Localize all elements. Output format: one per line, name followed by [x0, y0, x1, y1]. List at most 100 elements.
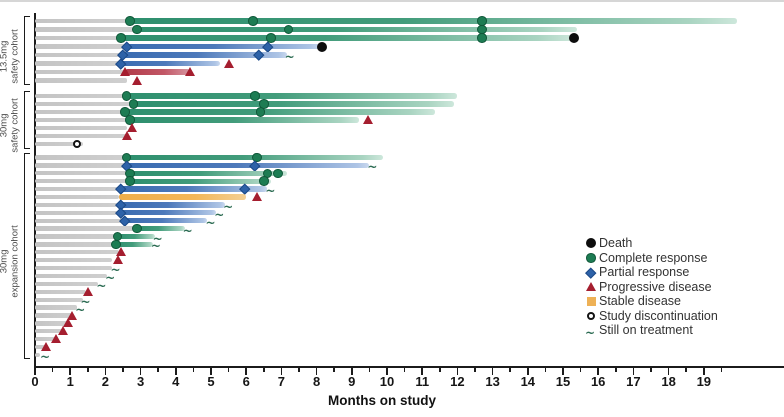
x-tick-major: [562, 368, 564, 375]
complete-response-marker: [266, 33, 276, 43]
legend-item-label: Still on treatment: [599, 323, 693, 338]
progressive-disease-marker: [184, 67, 195, 76]
x-tick-label: 11: [415, 374, 430, 389]
x-tick-minor: [227, 368, 230, 372]
x-tick-major: [527, 368, 529, 375]
cohort-bracket: [24, 153, 30, 359]
progressive-disease-marker: [66, 310, 77, 320]
stable-disease-icon: [583, 296, 599, 306]
treatment-bar-blue: [121, 210, 217, 216]
x-tick-label: 14: [520, 374, 536, 389]
still-on-treatment-marker: [205, 214, 217, 226]
screening-bar: [35, 321, 69, 326]
x-tick-label: 19: [696, 374, 712, 389]
complete-response-marker: [132, 223, 142, 234]
complete-response-icon: [583, 253, 599, 263]
x-tick-major: [139, 368, 142, 375]
x-tick-label: 16: [590, 374, 606, 389]
treatment-bar-green: [124, 109, 435, 115]
still-on-treatment-marker: [367, 158, 379, 170]
screening-bar: [35, 258, 113, 263]
progressive-disease-marker: [132, 75, 143, 85]
screening-bar: [35, 281, 99, 287]
complete-response-marker: [283, 24, 294, 35]
x-tick-minor: [544, 368, 547, 372]
death-icon: [583, 238, 599, 249]
progressive-disease-marker: [126, 123, 137, 132]
screening-bar: [35, 141, 83, 147]
treatment-bar-blue: [124, 218, 208, 224]
complete-response-marker: [116, 33, 126, 43]
screening-bar: [35, 289, 87, 294]
x-tick-minor: [192, 368, 195, 372]
x-tick-major: [456, 368, 459, 375]
screening-bar: [35, 297, 83, 302]
screening-bar: [35, 265, 113, 271]
screening-bar: [35, 69, 125, 75]
partial-response-marker: [253, 49, 264, 61]
screening-bar: [35, 133, 127, 139]
treatment-bar-red: [124, 69, 190, 75]
progressive-disease-marker: [251, 192, 262, 201]
screening-bar: [35, 218, 125, 223]
complete-response-marker: [125, 16, 135, 26]
x-tick-minor: [720, 368, 723, 372]
x-tick-major: [280, 368, 283, 375]
x-tick-major: [210, 368, 212, 375]
x-tick-major: [597, 368, 599, 375]
screening-bar: [35, 18, 131, 24]
complete-response-marker: [125, 176, 135, 186]
complete-response-marker: [111, 239, 121, 250]
legend: Death Complete response Partial response…: [583, 236, 783, 338]
x-tick-label: 8: [312, 374, 321, 389]
x-tick-label: 15: [555, 374, 571, 389]
x-tick-major: [315, 368, 318, 375]
death-marker: [316, 41, 327, 52]
x-tick-minor: [333, 368, 335, 372]
x-tick-label: 3: [136, 374, 145, 389]
screening-bar: [35, 313, 72, 318]
x-tick-minor: [263, 368, 265, 372]
treatment-bar-green: [137, 26, 578, 33]
legend-item-study-discontinuation: Study discontinuation: [583, 309, 783, 324]
treatment-bar-green: [117, 233, 155, 240]
screening-bar: [35, 155, 127, 160]
x-tick-major: [632, 368, 635, 375]
treatment-bar-blue: [121, 202, 226, 208]
x-tick-minor: [439, 368, 441, 372]
treatment-bar-green: [126, 93, 458, 99]
screening-bar: [35, 352, 41, 358]
progressive-disease-marker: [40, 342, 51, 352]
x-tick-label: 12: [450, 374, 465, 389]
complete-response-marker: [255, 107, 266, 117]
treatment-bar-green: [130, 117, 359, 123]
screening-bar: [35, 250, 120, 255]
x-tick-minor: [403, 368, 406, 372]
progressive-disease-marker: [116, 247, 127, 257]
x-tick-minor: [368, 368, 371, 372]
still-on-treatment-marker: [151, 237, 163, 249]
y-axis-line: [33, 13, 37, 366]
death-marker: [568, 33, 579, 43]
x-tick-minor: [685, 368, 687, 372]
progressive-disease-marker: [58, 326, 69, 336]
x-tick-minor: [615, 368, 617, 372]
x-tick-major: [703, 368, 705, 375]
legend-item-label: Stable disease: [599, 294, 682, 309]
treatment-bar-green: [133, 101, 454, 107]
x-tick-label: 6: [242, 374, 250, 389]
x-tick-minor: [474, 368, 476, 372]
x-tick-major: [351, 368, 353, 375]
legend-item-death: Death: [583, 236, 783, 251]
x-tick-label: 9: [348, 374, 356, 389]
screening-bar: [35, 101, 134, 107]
x-tick-minor: [122, 368, 124, 372]
x-tick-minor: [87, 368, 89, 372]
x-tick-label: 17: [626, 374, 641, 389]
still-on-treatment-marker: [285, 48, 297, 60]
x-tick-minor: [298, 368, 300, 372]
progressive-disease-marker: [223, 58, 234, 68]
screening-bar: [35, 52, 123, 58]
x-axis-line: [33, 366, 784, 369]
